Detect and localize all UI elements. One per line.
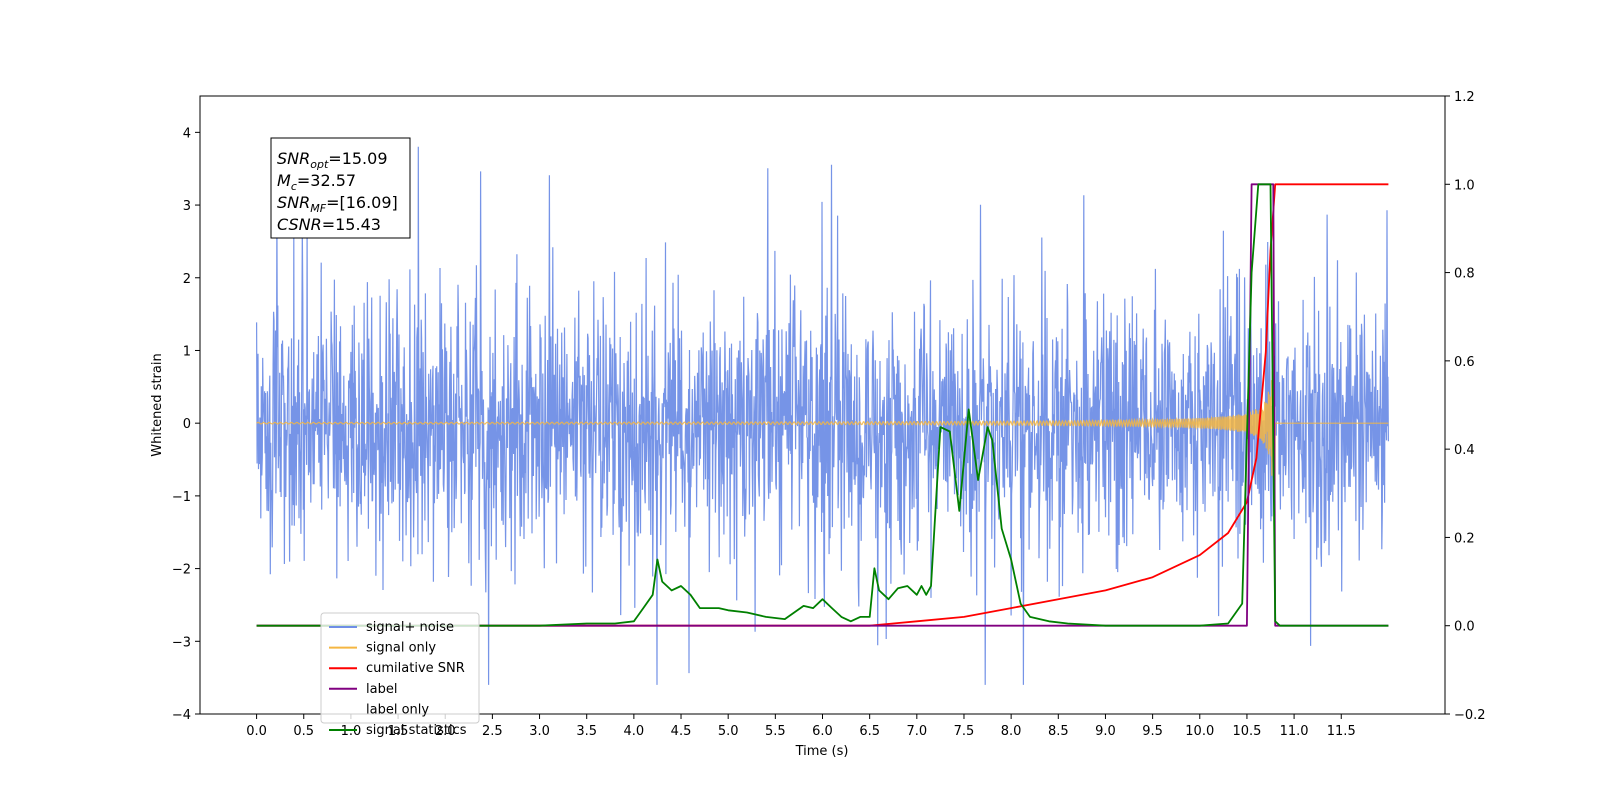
x-tick-label: 4.0 <box>624 724 645 739</box>
x-tick-label: 4.5 <box>671 724 692 739</box>
y2-tick-label: 0.8 <box>1454 267 1475 282</box>
y2-tick-label: 0.0 <box>1454 620 1475 635</box>
legend-label: label <box>366 682 397 697</box>
x-tick-label: 0.5 <box>293 724 314 739</box>
y-tick-label: −2 <box>172 563 191 578</box>
x-tick-label: 8.5 <box>1048 724 1069 739</box>
annotation-line: SNRopt=15.09 <box>277 149 388 171</box>
legend: signal+ noise signal only cumilative SNR la… <box>320 612 480 738</box>
x-axis: 0.0 0.5 1.0 1.5 2.0 2.5 3.0 3.5 4.0 4.5 5.0 5.5 6.0 6… <box>246 714 1356 739</box>
annotation-box: SNRopt=15.09Mc=32.57SNRMF=[16.09]CSNR=15… <box>270 137 411 239</box>
y-tick-label: 3 <box>183 199 191 214</box>
x-tick-label: 10.0 <box>1185 724 1214 739</box>
x-tick-label: 6.5 <box>859 724 880 739</box>
x-tick-label: 8.0 <box>1001 724 1022 739</box>
x-tick-label: 5.5 <box>765 724 786 739</box>
x-tick-label: 0.0 <box>246 724 267 739</box>
y-tick-label: −1 <box>172 490 191 505</box>
legend-label: signal statistics <box>366 723 467 738</box>
x-tick-label: 3.0 <box>529 724 550 739</box>
legend-label: signal only <box>366 641 436 656</box>
y2-tick-label: 0.6 <box>1454 355 1475 370</box>
x-tick-label: 7.5 <box>954 724 975 739</box>
y2-tick-label: 1.0 <box>1454 178 1475 193</box>
signal-only-series <box>256 342 1389 526</box>
y-tick-label: −3 <box>172 635 191 650</box>
y2-tick-label: 0.2 <box>1454 531 1475 546</box>
x-tick-label: 9.5 <box>1142 724 1163 739</box>
y-tick-label: 2 <box>183 272 191 287</box>
x-tick-label: 10.5 <box>1232 724 1261 739</box>
y-axis-left: −4 −3 −2 −1 0 1 2 3 4 <box>172 126 200 723</box>
signal-noise-series <box>256 146 1389 685</box>
y-axis-label: Whitened strain <box>150 353 165 456</box>
x-tick-label: 11.0 <box>1280 724 1309 739</box>
y2-tick-label: 0.4 <box>1454 443 1475 458</box>
annotation-line: Mc=32.57 <box>277 171 356 193</box>
legend-label: cumilative SNR <box>366 661 465 676</box>
x-tick-label: 6.0 <box>812 724 833 739</box>
x-tick-label: 5.0 <box>718 724 739 739</box>
x-tick-label: 2.5 <box>482 724 503 739</box>
x-tick-label: 3.5 <box>576 724 597 739</box>
signal-statistics-line <box>256 183 1389 627</box>
y-tick-label: 4 <box>183 126 191 141</box>
y2-tick-label: 1.2 <box>1454 90 1475 105</box>
y2-tick-label: −0.2 <box>1454 708 1486 723</box>
y-tick-label: 0 <box>183 417 191 432</box>
legend-label: label only <box>366 702 429 717</box>
annotation-line: SNRMF=[16.09] <box>277 193 398 215</box>
y-axis-right: −0.2 0.0 0.2 0.4 0.6 0.8 1.0 1.2 <box>1445 90 1486 723</box>
x-tick-label: 9.0 <box>1095 724 1116 739</box>
annotation-line: CSNR=15.43 <box>277 215 381 234</box>
x-tick-label: 11.5 <box>1327 724 1356 739</box>
x-tick-label: 1.0 <box>341 724 362 739</box>
x-axis-label: Time (s) <box>795 744 849 759</box>
y-tick-label: 1 <box>183 344 191 359</box>
cumilative-snr-line <box>256 183 1389 627</box>
signal-only-line <box>256 342 1389 526</box>
x-tick-label: 7.0 <box>906 724 927 739</box>
right-axis-series <box>256 183 1389 627</box>
legend-label: signal+ noise <box>366 620 454 635</box>
signal-noise-line <box>256 146 1389 685</box>
x-tick-label: 1.5 <box>388 724 409 739</box>
y-tick-label: −4 <box>172 708 191 723</box>
x-tick-label: 2.0 <box>435 724 456 739</box>
